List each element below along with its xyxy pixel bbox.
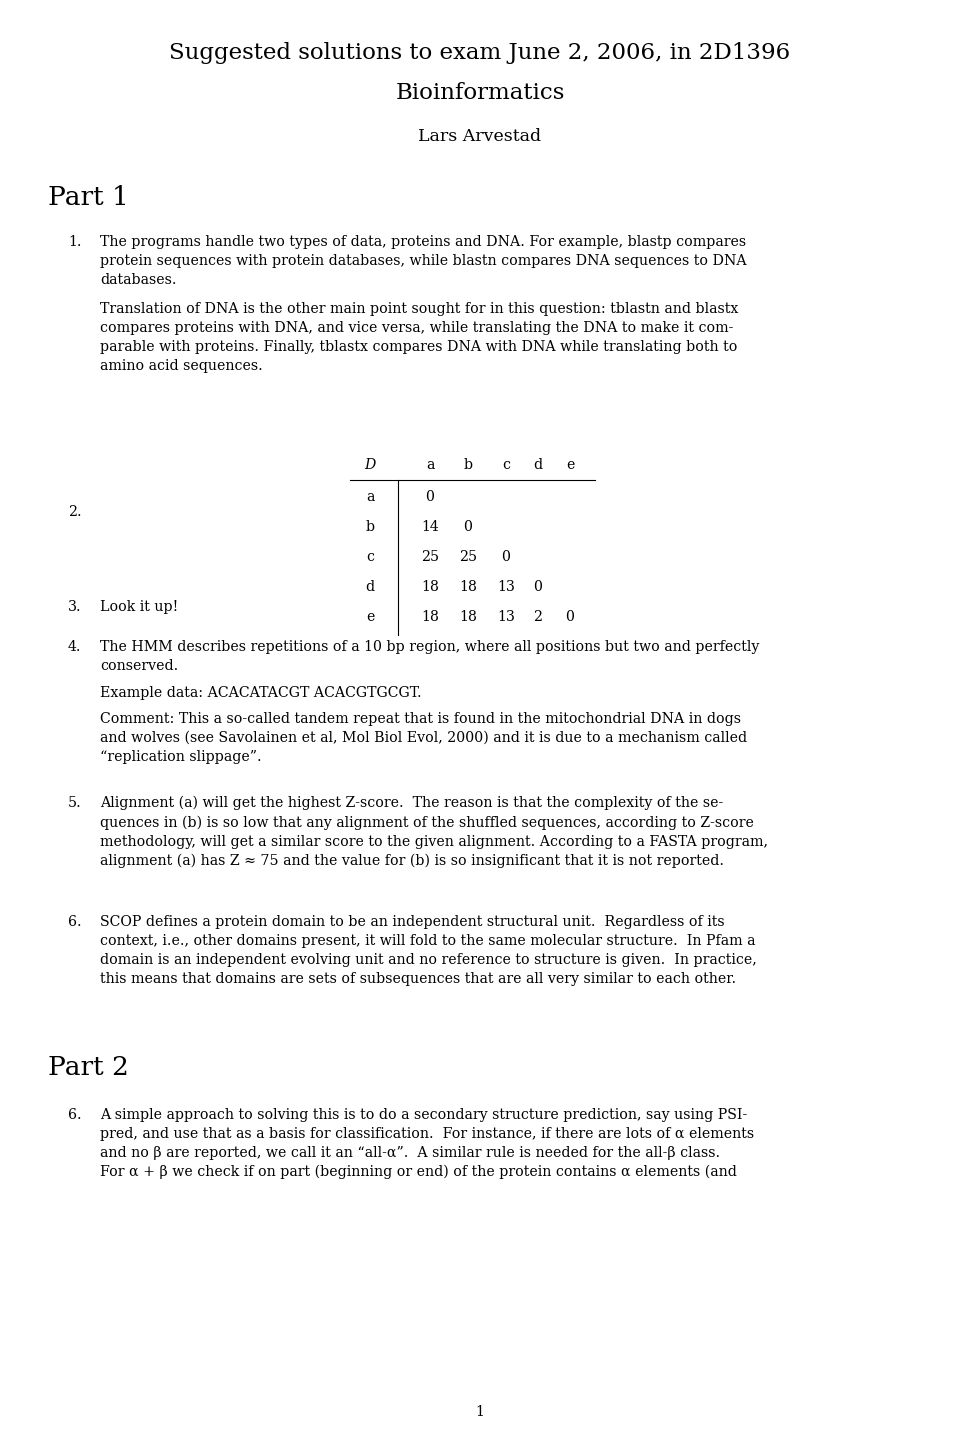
Text: 6.: 6. (68, 1109, 82, 1122)
Text: b: b (366, 521, 374, 533)
Text: 1: 1 (475, 1405, 485, 1419)
Text: 0: 0 (425, 490, 435, 503)
Text: Part 1: Part 1 (48, 186, 129, 210)
Text: d: d (534, 457, 542, 472)
Text: 25: 25 (459, 549, 477, 564)
Text: Comment: This a so-called tandem repeat that is found in the mitochondrial DNA i: Comment: This a so-called tandem repeat … (100, 712, 747, 764)
Text: 2.: 2. (68, 505, 82, 519)
Text: The programs handle two types of data, proteins and DNA. For example, blastp com: The programs handle two types of data, p… (100, 234, 747, 288)
Text: Example data: ACACATACGT ACACGTGCGT.: Example data: ACACATACGT ACACGTGCGT. (100, 686, 421, 700)
Text: 18: 18 (459, 580, 477, 594)
Text: 18: 18 (421, 580, 439, 594)
Text: e: e (366, 610, 374, 624)
Text: 0: 0 (464, 521, 472, 533)
Text: Bioinformatics: Bioinformatics (396, 82, 564, 104)
Text: a: a (426, 457, 434, 472)
Text: 6.: 6. (68, 915, 82, 929)
Text: 1.: 1. (68, 234, 82, 249)
Text: 4.: 4. (68, 640, 82, 654)
Text: 18: 18 (459, 610, 477, 624)
Text: 18: 18 (421, 610, 439, 624)
Text: A simple approach to solving this is to do a secondary structure prediction, say: A simple approach to solving this is to … (100, 1109, 755, 1179)
Text: 5.: 5. (68, 797, 82, 810)
Text: a: a (366, 490, 374, 503)
Text: Alignment (a) will get the highest Z-score.  The reason is that the complexity o: Alignment (a) will get the highest Z-sco… (100, 797, 768, 869)
Text: The HMM describes repetitions of a 10 bp region, where all positions but two and: The HMM describes repetitions of a 10 bp… (100, 640, 759, 673)
Text: D: D (364, 457, 375, 472)
Text: Lars Arvestad: Lars Arvestad (419, 128, 541, 145)
Text: 0: 0 (565, 610, 574, 624)
Text: e: e (565, 457, 574, 472)
Text: 2: 2 (534, 610, 542, 624)
Text: Suggested solutions to exam June 2, 2006, in 2D1396: Suggested solutions to exam June 2, 2006… (169, 42, 791, 65)
Text: 13: 13 (497, 580, 515, 594)
Text: 25: 25 (420, 549, 439, 564)
Text: 14: 14 (421, 521, 439, 533)
Text: Translation of DNA is the other main point sought for in this question: tblastn : Translation of DNA is the other main poi… (100, 302, 738, 372)
Text: 13: 13 (497, 610, 515, 624)
Text: d: d (366, 580, 374, 594)
Text: Part 2: Part 2 (48, 1055, 129, 1080)
Text: SCOP defines a protein domain to be an independent structural unit.  Regardless : SCOP defines a protein domain to be an i… (100, 915, 756, 986)
Text: c: c (366, 549, 374, 564)
Text: c: c (502, 457, 510, 472)
Text: 0: 0 (534, 580, 542, 594)
Text: 0: 0 (501, 549, 511, 564)
Text: 3.: 3. (68, 600, 82, 614)
Text: b: b (464, 457, 472, 472)
Text: Look it up!: Look it up! (100, 600, 179, 614)
